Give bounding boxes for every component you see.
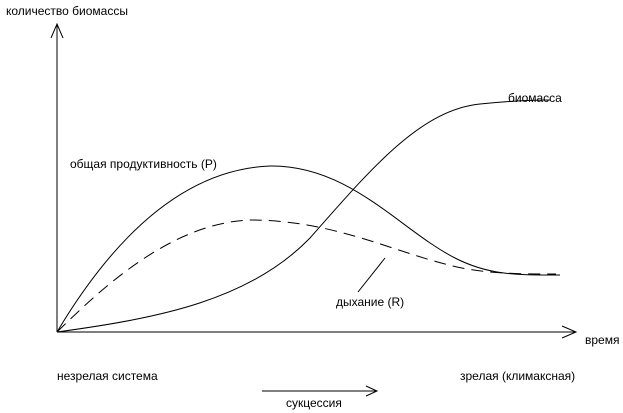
gross-productivity-curve	[56, 165, 561, 333]
immature-system-label: незрелая система	[57, 369, 158, 383]
respiration-label: дыхание (R)	[336, 295, 404, 309]
respiration-pointer	[357, 257, 386, 293]
succession-label: сукцессия	[286, 396, 342, 410]
biomass-curve	[56, 99, 551, 333]
y-axis-label: количество биомассы	[6, 4, 128, 18]
succession-arrowhead	[365, 385, 379, 397]
y-axis-arrowhead	[50, 22, 64, 39]
gross-productivity-label: общая продуктивность (P)	[70, 157, 217, 171]
biomass-label: биомасса	[508, 91, 562, 105]
mature-system-label: зрелая (климаксная)	[460, 369, 575, 383]
x-axis-arrowhead	[561, 325, 578, 339]
x-axis-label: время	[585, 333, 619, 347]
respiration-curve	[56, 219, 557, 333]
